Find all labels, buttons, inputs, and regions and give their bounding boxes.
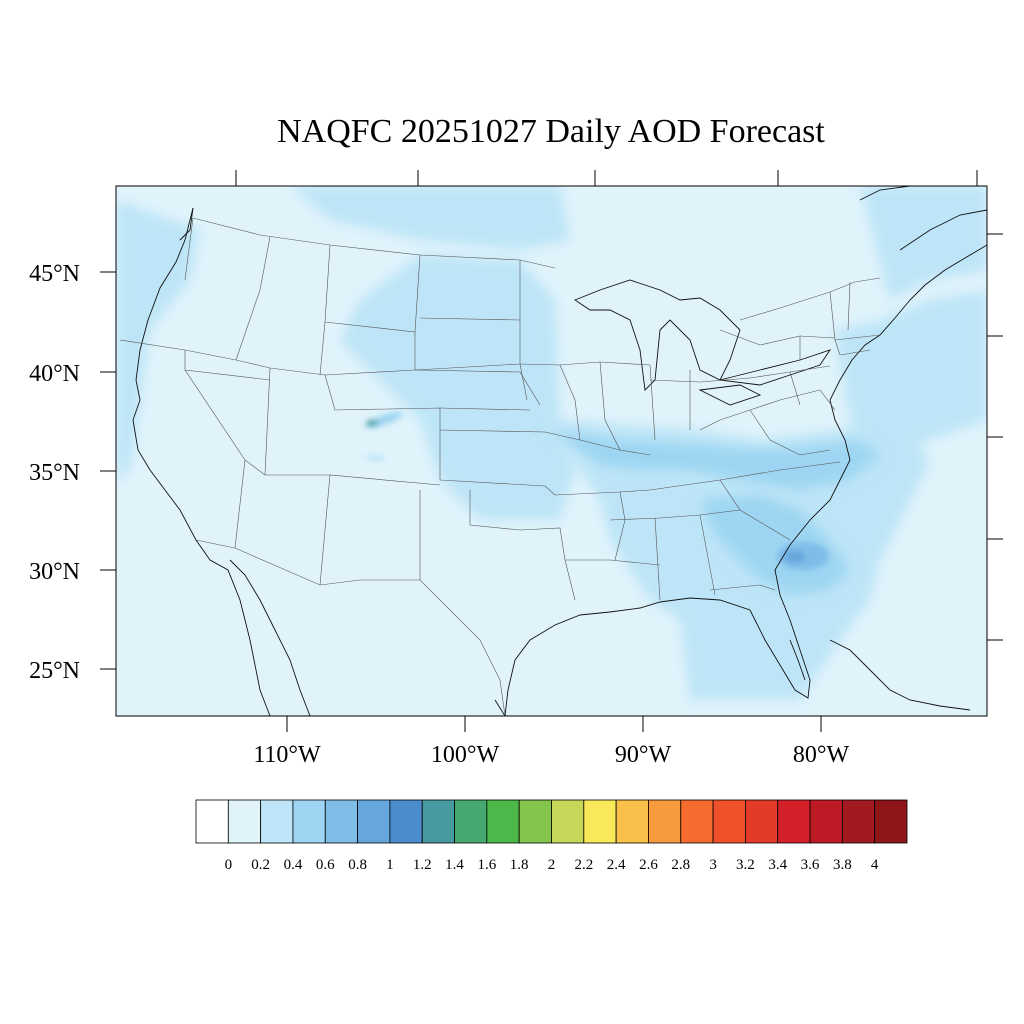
colorbar-swatch (518, 799, 552, 844)
colorbar-swatch (874, 799, 908, 844)
lon-label-100w: 100°W (431, 742, 500, 768)
colorbar-label: 2.4 (607, 857, 626, 873)
latitude-labels: 45°N 40°N 35°N 30°N 25°N (29, 261, 80, 684)
colorbar-swatch (260, 799, 294, 844)
colorbar-label: 1.8 (510, 857, 529, 873)
colorbar-swatch (615, 799, 649, 844)
colorbar-label: 3.4 (768, 857, 787, 873)
right-ticks (987, 233, 1003, 641)
colorbar-label: 2.6 (639, 857, 658, 873)
colorbar-swatch (454, 799, 488, 844)
colorbar-swatch (421, 799, 455, 844)
colorbar-swatch (195, 799, 229, 844)
colorbar-swatch (712, 799, 746, 844)
coastlines (132, 186, 987, 716)
colorbar-swatch (777, 799, 811, 844)
colorbar-swatch (389, 799, 423, 844)
bottom-ticks (286, 716, 822, 732)
lon-label-80w: 80°W (793, 742, 850, 768)
colorbar-label: 3 (709, 857, 717, 873)
colorbar-swatch (357, 799, 391, 844)
map-title: NAQFC 20251027 Daily AOD Forecast (277, 113, 825, 150)
aod-hotspot-colorado (365, 411, 403, 461)
colorbar-label: 1.2 (413, 857, 432, 873)
colorbar-label: 1.4 (445, 857, 464, 873)
colorbar-swatch (551, 799, 585, 844)
colorbar-swatch (745, 799, 779, 844)
colorbar-label: 2.8 (671, 857, 690, 873)
colorbar-swatch (486, 799, 520, 844)
colorbar-label: 0.4 (284, 857, 303, 873)
colorbar-label: 2 (548, 857, 556, 873)
lat-label-40: 40°N (29, 361, 80, 387)
colorbar-label: 0.8 (348, 857, 367, 873)
lat-label-45: 45°N (29, 261, 80, 287)
left-ticks (100, 271, 116, 670)
colorbar-swatch (809, 799, 843, 844)
lat-label-25: 25°N (29, 658, 80, 684)
colorbar-swatch (292, 799, 326, 844)
colorbar-label: 1.6 (477, 857, 496, 873)
lat-label-30: 30°N (29, 559, 80, 585)
aod-level-0-4-field (550, 430, 880, 595)
lat-label-35: 35°N (29, 460, 80, 486)
state-boundaries (119, 217, 881, 716)
colorbar-label: 2.2 (574, 857, 593, 873)
colorbar: 0 0.2 0.4 0.6 0.8 1 1.2 1.4 1.6 1.8 2 2.2 2.4 2.6 2.8 3… (195, 799, 908, 873)
longitude-labels: 110°W 100°W 90°W 80°W (253, 742, 849, 768)
colorbar-label: 0.6 (316, 857, 335, 873)
colorbar-swatch (841, 799, 876, 844)
colorbar-swatch (227, 799, 262, 844)
colorbar-label: 3.2 (736, 857, 755, 873)
colorbar-label: 4 (871, 857, 879, 873)
colorbar-label: 3.8 (833, 857, 852, 873)
colorbar-swatch (583, 799, 617, 844)
colorbar-swatch (680, 799, 714, 844)
aod-level-0-8-field (785, 551, 805, 563)
colorbar-label: 3.6 (801, 857, 820, 873)
colorbar-swatch (648, 799, 682, 844)
colorbar-label: 0 (225, 857, 233, 873)
top-ticks (235, 170, 978, 186)
plot-area (116, 186, 987, 716)
colorbar-label: 0.2 (251, 857, 270, 873)
lon-label-110w: 110°W (253, 742, 321, 768)
colorbar-label: 1 (386, 857, 394, 873)
lon-label-90w: 90°W (615, 742, 672, 768)
colorbar-swatch (324, 799, 358, 844)
plot-frame (115, 185, 988, 717)
